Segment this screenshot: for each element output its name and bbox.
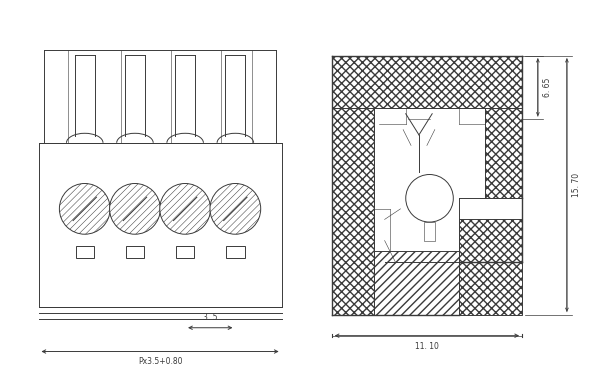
Bar [76,246,94,258]
Circle shape [210,183,261,234]
Bar [39,143,282,306]
Circle shape [59,183,110,234]
Bar [226,246,245,258]
Bar [485,108,522,198]
Circle shape [406,174,453,222]
Bar [374,251,458,315]
Circle shape [110,183,160,234]
Bar [332,56,522,108]
Text: 11. 10: 11. 10 [415,342,439,351]
Bar [424,222,435,240]
Text: 6. 65: 6. 65 [543,78,552,97]
Bar [458,219,522,315]
Text: 15. 70: 15. 70 [572,173,582,197]
Bar [176,246,195,258]
Bar [126,246,144,258]
Circle shape [160,183,211,234]
Bar [332,108,374,315]
Text: 3. 5: 3. 5 [203,313,217,322]
Text: Px3.5+0.80: Px3.5+0.80 [138,357,182,366]
